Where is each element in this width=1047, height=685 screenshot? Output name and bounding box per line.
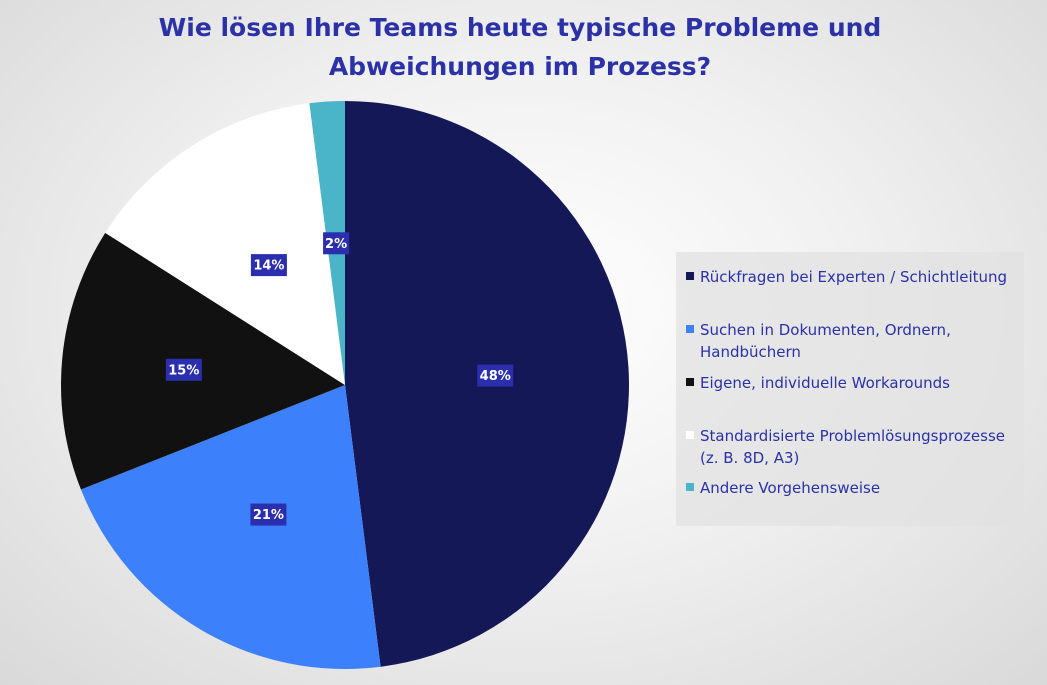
legend-item-rueckfragen: Rückfragen bei Experten / Schichtleitung — [686, 266, 1022, 288]
data-label-box-workarounds — [165, 358, 202, 381]
legend-swatch-workarounds — [686, 378, 694, 386]
chart-title-line-2: Abweichungen im Prozess? — [328, 52, 712, 81]
chart-title: Wie lösen Ihre Teams heute typische Prob… — [150, 8, 890, 86]
legend-label-rueckfragen: Rückfragen bei Experten / Schichtleitung — [700, 268, 1008, 286]
data-label-text-andere: 2% — [325, 237, 347, 252]
legend-label-andere: Andere Vorgehensweise — [700, 479, 881, 497]
legend-item-workarounds: Eigene, individuelle Workarounds — [686, 372, 1022, 394]
chart-title-line-1: Wie lösen Ihre Teams heute typische Prob… — [158, 13, 882, 42]
legend-swatch-rueckfragen — [686, 272, 694, 280]
data-label-text-standardisiert: 14% — [253, 259, 284, 274]
legend-label-standardisiert: Standardisierte Problemlösungsprozesse (… — [700, 427, 1005, 467]
chart-legend: Rückfragen bei Experten / Schichtleitung… — [676, 252, 1024, 526]
pie-chart: 48% 21% 15% 14% 2% — [60, 101, 630, 669]
data-label-standardisiert: 14% — [250, 254, 287, 277]
pie-slice-workarounds — [60, 232, 345, 490]
data-label-workarounds: 15% — [165, 358, 202, 381]
data-label-suchen: 21% — [250, 503, 287, 526]
legend-label-workarounds: Eigene, individuelle Workarounds — [700, 374, 950, 392]
legend-swatch-andere — [686, 483, 694, 491]
data-label-andere: 2% — [323, 232, 350, 255]
data-label-text-rueckfragen: 48% — [480, 369, 511, 384]
data-label-box-standardisiert — [250, 254, 287, 277]
pie-data-labels: 48% 21% 15% 14% 2% — [165, 232, 514, 526]
pie-slices — [60, 101, 630, 669]
data-label-text-workarounds: 15% — [168, 363, 199, 378]
pie-slice-standardisiert — [105, 103, 345, 385]
legend-swatch-suchen — [686, 325, 694, 333]
data-label-box-rueckfragen — [477, 364, 514, 387]
legend-swatch-standardisiert — [686, 431, 694, 439]
data-label-rueckfragen: 48% — [477, 364, 514, 387]
legend-label-suchen: Suchen in Dokumenten, Ordnern, Handbüche… — [700, 321, 951, 361]
legend-item-suchen: Suchen in Dokumenten, Ordnern, Handbüche… — [686, 319, 1022, 363]
data-label-box-andere — [323, 232, 350, 255]
legend-item-standardisiert: Standardisierte Problemlösungsprozesse (… — [686, 425, 1022, 469]
data-label-text-suchen: 21% — [253, 508, 284, 523]
pie-slice-suchen — [80, 385, 381, 669]
data-label-box-suchen — [250, 503, 287, 526]
legend-item-andere: Andere Vorgehensweise — [686, 477, 1022, 499]
